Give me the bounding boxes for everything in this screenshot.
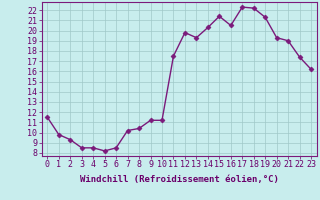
X-axis label: Windchill (Refroidissement éolien,°C): Windchill (Refroidissement éolien,°C): [80, 175, 279, 184]
